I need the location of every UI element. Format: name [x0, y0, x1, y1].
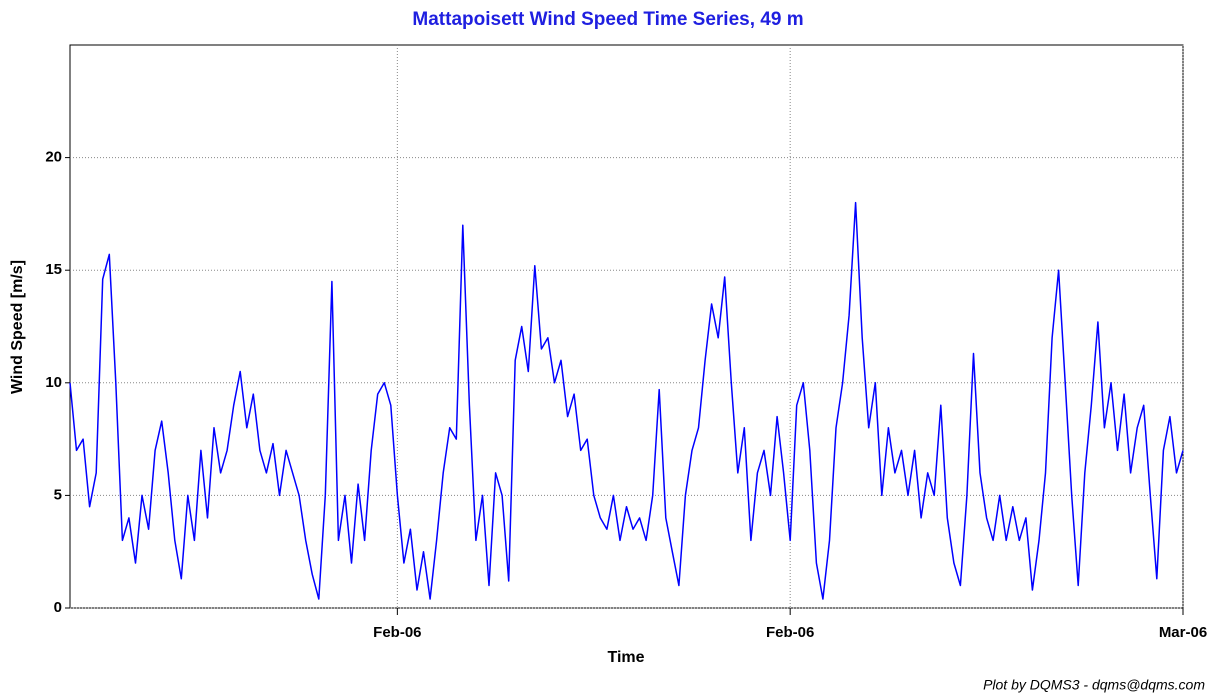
footer: Plot by DQMS3 - dqms@dqms.com	[983, 677, 1205, 693]
chart-title: Mattapoisett Wind Speed Time Series, 49 …	[412, 9, 803, 30]
series-line	[69, 201, 1184, 600]
y-tick-label: 5	[54, 486, 62, 503]
y-axis-label: Wind Speed [m/s]	[9, 260, 26, 394]
x-tick-label: Feb-06	[766, 624, 814, 641]
x-axis-label: Time	[607, 649, 644, 666]
x-tick-label: Mar-06	[1159, 624, 1207, 641]
y-tick-label: 20	[45, 149, 62, 166]
x-tick-label: Feb-06	[373, 624, 421, 641]
y-tick-label: 0	[54, 599, 62, 616]
y-tick-label: 15	[45, 261, 62, 278]
y-tick-label: 10	[45, 374, 62, 391]
